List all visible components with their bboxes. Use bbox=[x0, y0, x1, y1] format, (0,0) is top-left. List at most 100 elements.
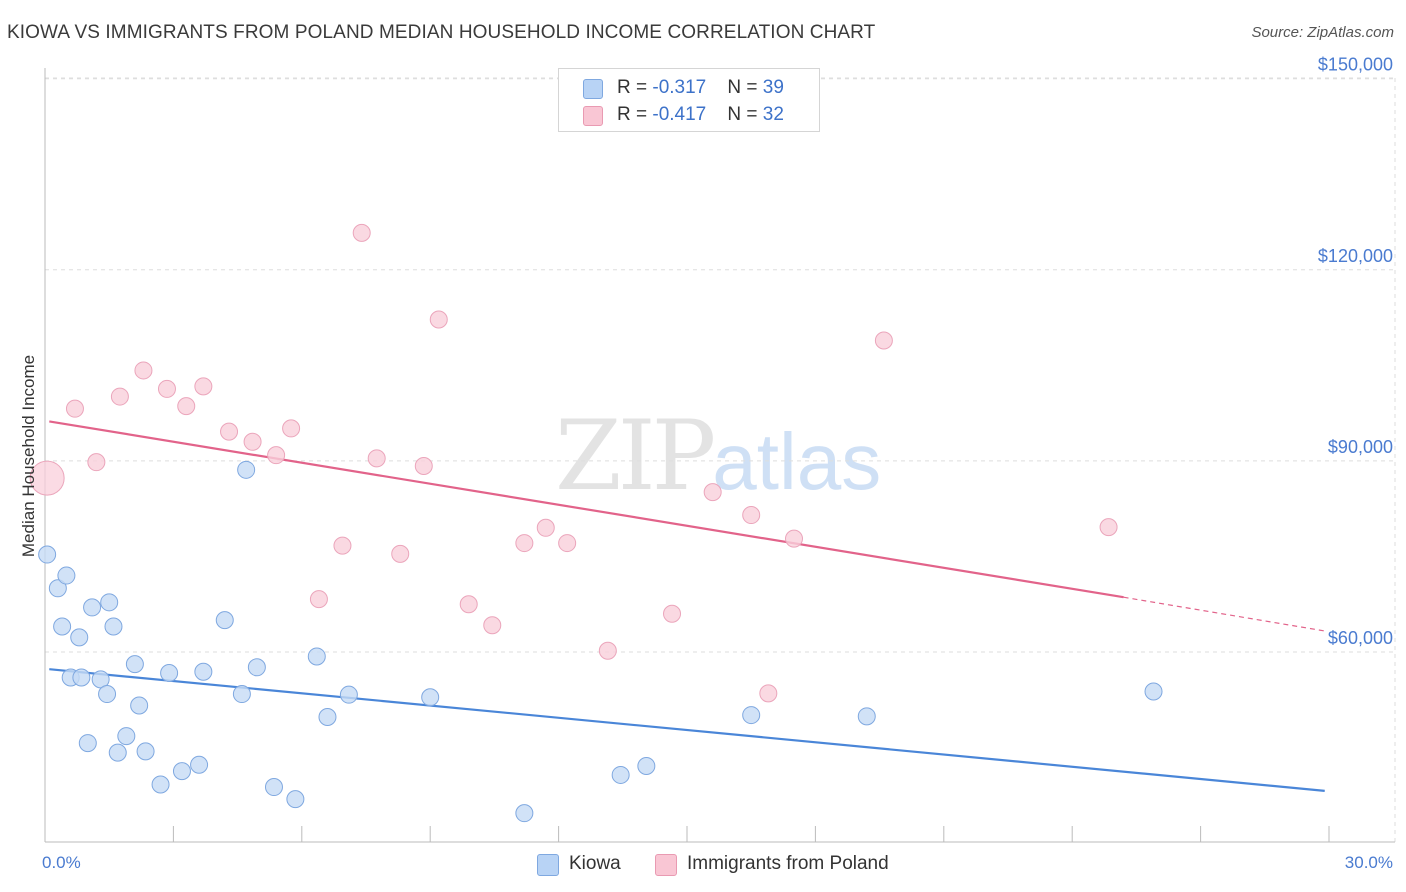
point-poland bbox=[134, 361, 153, 380]
point-kiowa bbox=[247, 658, 266, 677]
point-poland bbox=[29, 460, 65, 496]
point-poland bbox=[87, 453, 106, 472]
n-value: 32 bbox=[762, 104, 784, 125]
stats-swatch-kiowa bbox=[583, 79, 603, 99]
chart-title: KIOWA VS IMMIGRANTS FROM POLAND MEDIAN H… bbox=[7, 22, 876, 43]
point-poland bbox=[742, 506, 761, 525]
trend-line-kiowa bbox=[49, 668, 1325, 792]
point-kiowa bbox=[48, 579, 67, 598]
n-label: N = bbox=[727, 104, 763, 125]
point-poland bbox=[703, 483, 722, 502]
y-axis-title: Median Household Income bbox=[19, 355, 38, 557]
trend-lines bbox=[49, 420, 1325, 792]
stats-text-kiowa: R = -0.317 N = 39 bbox=[617, 77, 784, 99]
n-label: N = bbox=[727, 77, 763, 98]
point-poland bbox=[1099, 518, 1118, 537]
point-poland bbox=[785, 529, 803, 548]
legend-label-poland: Immigrants from Poland bbox=[687, 853, 889, 874]
point-poland bbox=[429, 310, 448, 329]
point-poland bbox=[874, 331, 893, 350]
grid bbox=[45, 77, 1396, 842]
watermark-atlas: atlas bbox=[712, 417, 882, 506]
point-poland bbox=[65, 399, 84, 418]
point-kiowa bbox=[515, 804, 534, 823]
point-kiowa bbox=[286, 790, 305, 809]
point-kiowa bbox=[125, 655, 144, 674]
point-kiowa bbox=[421, 688, 440, 707]
point-kiowa bbox=[70, 628, 89, 647]
point-kiowa bbox=[78, 734, 97, 753]
point-poland bbox=[220, 422, 239, 441]
point-poland bbox=[309, 590, 328, 609]
point-poland bbox=[759, 684, 778, 703]
point-kiowa bbox=[151, 775, 170, 794]
trend-line-poland bbox=[49, 420, 1124, 599]
point-poland bbox=[110, 387, 129, 406]
point-kiowa bbox=[190, 755, 209, 774]
point-poland bbox=[663, 604, 682, 623]
point-poland bbox=[391, 544, 410, 563]
point-kiowa bbox=[104, 617, 123, 636]
r-value: -0.317 bbox=[652, 77, 707, 98]
point-kiowa bbox=[98, 685, 117, 704]
point-poland bbox=[515, 534, 534, 553]
point-kiowa bbox=[857, 707, 876, 726]
stats-text-poland: R = -0.417 N = 32 bbox=[617, 104, 784, 126]
point-kiowa bbox=[117, 727, 136, 746]
trend-line-poland-extension bbox=[1123, 596, 1325, 632]
point-poland bbox=[598, 641, 617, 660]
point-kiowa bbox=[57, 566, 76, 585]
point-kiowa bbox=[264, 778, 283, 797]
point-poland bbox=[177, 397, 196, 416]
point-kiowa bbox=[72, 668, 91, 687]
point-poland bbox=[157, 379, 176, 398]
point-poland bbox=[483, 616, 502, 635]
point-poland bbox=[333, 536, 352, 555]
r-label: R = bbox=[617, 104, 653, 125]
legend-swatch-kiowa bbox=[537, 854, 559, 876]
point-kiowa bbox=[100, 593, 119, 612]
point-kiowa bbox=[194, 662, 213, 681]
point-kiowa bbox=[637, 757, 656, 776]
point-kiowa bbox=[318, 707, 337, 726]
point-poland bbox=[558, 534, 577, 553]
point-poland bbox=[536, 518, 555, 537]
point-poland bbox=[267, 446, 286, 465]
axes bbox=[44, 68, 1395, 843]
x-tick-label: 0.0% bbox=[42, 853, 81, 872]
point-poland bbox=[459, 595, 478, 614]
point-kiowa bbox=[160, 664, 179, 683]
point-kiowa bbox=[1144, 682, 1163, 701]
point-kiowa bbox=[232, 685, 251, 704]
point-kiowa bbox=[307, 647, 326, 666]
point-kiowa bbox=[83, 598, 102, 617]
x-tick-label: 30.0% bbox=[1345, 853, 1393, 872]
point-kiowa bbox=[611, 765, 630, 784]
point-kiowa bbox=[237, 460, 256, 479]
data-points bbox=[29, 223, 1163, 823]
point-kiowa bbox=[339, 685, 358, 704]
watermark-zip: ZIP bbox=[555, 400, 716, 512]
y-tick-label: $60,000 bbox=[1328, 628, 1393, 648]
point-kiowa bbox=[215, 611, 234, 630]
point-kiowa bbox=[136, 742, 155, 761]
stats-box: R = -0.317 N = 39 R = -0.417 N = 32 bbox=[558, 68, 820, 132]
r-label: R = bbox=[617, 77, 653, 98]
zipatlas-watermark: ZIPatlas bbox=[555, 400, 881, 512]
point-kiowa bbox=[130, 696, 149, 715]
legend-swatch-poland bbox=[655, 854, 677, 876]
point-poland bbox=[243, 432, 262, 451]
r-value: -0.417 bbox=[652, 104, 707, 125]
point-poland bbox=[194, 377, 213, 396]
stats-swatch-poland bbox=[583, 106, 603, 126]
n-value: 39 bbox=[762, 77, 784, 98]
point-poland bbox=[367, 449, 386, 468]
y-tick-label: $150,000 bbox=[1318, 55, 1393, 75]
point-kiowa bbox=[38, 545, 57, 564]
point-poland bbox=[414, 456, 433, 475]
y-tick-label: $120,000 bbox=[1318, 246, 1393, 266]
point-kiowa bbox=[53, 617, 72, 636]
y-tick-label: $90,000 bbox=[1328, 437, 1393, 457]
point-kiowa bbox=[172, 762, 191, 781]
point-poland bbox=[282, 419, 301, 438]
